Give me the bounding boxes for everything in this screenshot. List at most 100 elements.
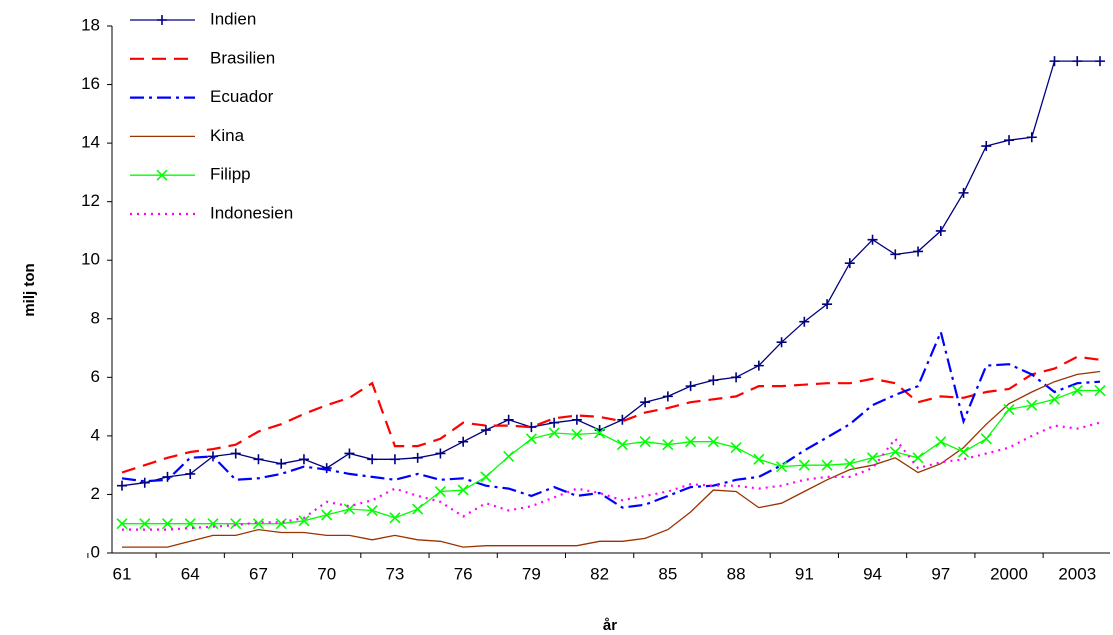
marker [1072,56,1083,67]
y-tick-label: 2 [91,484,100,503]
y-tick-label: 12 [81,191,100,210]
marker [594,427,606,439]
marker [981,141,992,152]
series-line [121,355,1101,474]
y-tick-label: 18 [81,15,100,34]
marker [821,459,833,471]
legend-label: Kina [210,126,245,145]
marker [1071,384,1083,397]
marker [731,372,742,383]
marker [117,480,127,491]
marker [549,417,560,428]
marker [753,360,764,371]
marker [366,504,378,517]
marker [1026,132,1037,143]
x-tick-label: 64 [181,564,200,583]
marker [1004,135,1015,146]
legend-label: Ecuador [210,87,274,106]
marker [890,249,901,260]
marker [844,258,855,269]
marker [799,316,810,327]
series-line [121,328,1101,509]
marker [525,433,537,445]
marker [980,433,992,445]
marker [889,446,901,458]
x-axis-label: år [603,617,617,634]
x-tick-label: 2000 [990,564,1028,583]
x-tick-label: 91 [795,564,814,583]
marker [185,468,196,479]
marker [1049,56,1060,67]
marker [252,518,265,530]
marker [616,439,628,451]
y-tick-label: 0 [91,542,100,561]
y-tick-label: 16 [81,74,100,93]
marker [776,461,788,473]
marker [957,446,970,458]
y-tick-label: 4 [91,425,100,444]
y-tick-label: 10 [81,250,100,269]
marker [344,448,355,459]
series-line [122,421,1101,531]
marker [958,187,969,198]
marker [139,477,150,488]
marker [685,436,697,448]
marker [571,428,583,440]
marker [389,512,401,524]
marker [753,453,765,465]
x-tick-label: 2003 [1058,564,1096,583]
series-line [122,370,1101,548]
marker [1095,56,1105,67]
y-tick-label: 6 [91,367,100,386]
marker [503,450,515,462]
marker [161,518,174,530]
x-tick-label: 79 [522,564,541,583]
marker [162,471,173,482]
marker [139,518,151,530]
series-line [122,389,1100,525]
marker [730,442,742,454]
marker [480,471,492,483]
marker [798,459,810,471]
marker [253,454,264,465]
marker [1094,384,1106,397]
marker [457,484,469,496]
marker [412,452,423,463]
x-tick-label: 73 [385,564,404,583]
marker [913,246,924,257]
legend-label: Indonesien [210,203,293,222]
marker [343,503,356,515]
marker [912,452,924,464]
marker [298,515,310,527]
marker [640,397,651,408]
legend-label: Brasilien [210,48,275,67]
marker [458,436,469,447]
marker [685,381,696,392]
marker [435,448,446,459]
marker [412,503,424,515]
marker [662,439,674,451]
marker [776,337,787,348]
series-line [121,60,1100,487]
marker [935,225,946,236]
marker [708,375,719,386]
marker [571,414,582,425]
x-tick-label: 67 [249,564,268,583]
marker [707,436,719,448]
marker [1003,403,1015,416]
marker [157,15,167,25]
y-tick-label: 14 [81,133,100,152]
x-tick-label: 88 [727,564,746,583]
marker [230,448,241,459]
y-tick-label: 8 [91,308,100,327]
legend-label: Indien [210,9,256,28]
marker [503,414,514,425]
marker [298,454,309,465]
marker [207,518,219,530]
x-tick-label: 94 [863,564,882,583]
marker [935,436,947,448]
marker [867,234,878,245]
marker [844,458,856,470]
marker [275,518,287,530]
